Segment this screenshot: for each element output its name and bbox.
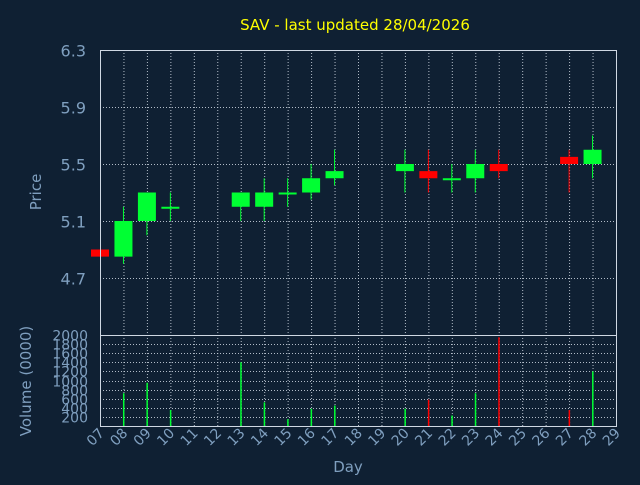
volume-tick-label: 1200 (52, 365, 88, 381)
candle-body (325, 171, 344, 179)
day-tick-label: 14 (248, 425, 272, 449)
volume-tick-label: 2000 (52, 329, 88, 345)
price-frame (100, 50, 617, 336)
volume-frame (100, 335, 617, 427)
candle-body (161, 206, 180, 209)
candle-body (114, 221, 133, 257)
day-tick-label: 27 (553, 426, 577, 450)
volume-bar (310, 408, 313, 426)
chart-title: SAV - last updated 28/04/2026 (240, 16, 470, 34)
day-tick-label: 17 (318, 426, 342, 450)
day-tick-label: 08 (107, 426, 131, 450)
volume-bar (122, 393, 125, 426)
volume-tick-label: 400 (61, 402, 88, 418)
day-tick-label: 29 (600, 426, 624, 450)
day-tick-label: 21 (412, 426, 436, 450)
candle-body (560, 156, 579, 164)
volume-axis-label: Volume (0000) (17, 326, 35, 436)
candle-body (419, 171, 438, 179)
volume-bar (146, 382, 148, 426)
day-tick-label: 15 (272, 426, 296, 450)
volume-bar (498, 337, 500, 426)
volume-bar (427, 399, 430, 426)
day-tick-label: 18 (342, 426, 366, 450)
price-axis-label: Price (27, 174, 45, 211)
price-tick-label: 4.7 (61, 270, 86, 289)
candle-body (302, 178, 321, 193)
day-tick-label: 19 (365, 426, 389, 450)
day-tick-label: 25 (506, 426, 530, 450)
volume-bar (474, 393, 477, 426)
price-tick-label: 6.3 (61, 42, 86, 61)
volume-bar (334, 405, 336, 426)
volume-bar (263, 402, 266, 426)
price-tick-label: 5.1 (61, 213, 86, 232)
candle-body (255, 192, 274, 207)
volume-tick-label: 1800 (52, 338, 88, 354)
volume-tick-label: 200 (61, 411, 88, 427)
volume-bar (287, 419, 289, 426)
volume-tick-label: 1000 (52, 375, 88, 391)
day-tick-label: 10 (154, 426, 178, 450)
day-axis-label: Day (333, 458, 363, 476)
day-tick-label: 24 (483, 425, 507, 449)
day-tick-label: 09 (131, 426, 155, 450)
candle-body (442, 178, 461, 181)
day-tick-label: 23 (459, 426, 483, 450)
candle-body (278, 192, 297, 195)
candle-body (489, 164, 508, 172)
volume-tick-label: 1400 (52, 356, 88, 372)
volume-bar (592, 371, 594, 426)
volume-bar (169, 410, 172, 426)
day-tick-label: 11 (178, 426, 202, 450)
volume-tick-label: 800 (61, 384, 88, 400)
candle-body (395, 164, 414, 172)
volume-tick-label: 1600 (52, 347, 88, 363)
volume-bar (451, 415, 453, 426)
price-tick-label: 5.5 (61, 156, 86, 175)
candle-body (583, 149, 602, 164)
day-tick-label: 13 (225, 426, 249, 450)
day-tick-label: 12 (201, 426, 225, 450)
day-tick-label: 26 (530, 425, 554, 449)
candle-body (231, 192, 250, 207)
day-tick-label: 28 (576, 426, 600, 450)
candle-body (466, 164, 485, 179)
day-tick-label: 20 (389, 426, 413, 450)
candle-body (137, 192, 156, 221)
volume-bar (404, 408, 406, 426)
day-tick-label: 16 (295, 425, 319, 449)
volume-tick-label: 600 (61, 393, 88, 409)
price-panel: 6.3 5.9 5.5 5.1 4.7 (61, 42, 617, 336)
day-tick-label: 22 (436, 426, 460, 450)
volume-bar (568, 410, 571, 426)
price-tick-label: 5.9 (61, 99, 86, 118)
day-tick-label: 07 (84, 426, 108, 450)
volume-bar (240, 362, 242, 426)
